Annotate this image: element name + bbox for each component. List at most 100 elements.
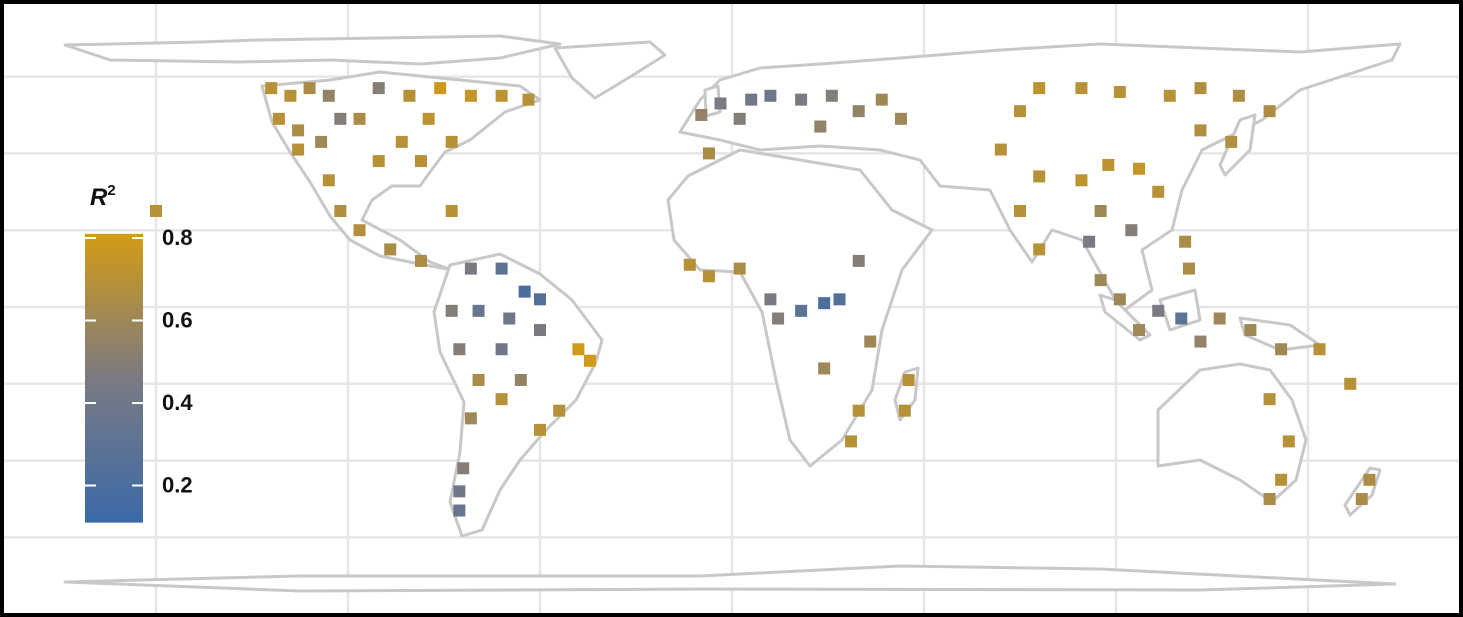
legend-title-superscript: 2 [107,182,115,199]
data-point [272,112,285,125]
data-point [534,423,546,436]
data-point [514,373,527,386]
data-point [1282,435,1295,448]
data-point [833,293,846,306]
data-point [994,143,1007,156]
data-point [894,112,907,125]
data-point [795,93,808,106]
data-point [292,143,305,156]
colorbar-tick-label: 0.8 [162,225,193,250]
data-point [503,312,516,325]
data-point [322,174,335,187]
data-point [1232,89,1245,102]
data-point [733,112,746,125]
data-point [395,135,408,148]
colorbar-tick-label: 0.6 [162,307,193,332]
data-point [372,155,385,168]
data-point [1163,89,1176,102]
data-point [852,254,865,267]
new-guinea [1238,316,1322,352]
data-point [1313,343,1326,356]
data-point [772,312,785,325]
data-point [702,147,715,160]
data-point [1094,205,1107,217]
data-point [422,112,435,125]
data-point [495,262,508,275]
data-point [303,82,316,95]
data-point [495,393,508,406]
data-point [372,82,385,95]
data-point [795,304,808,317]
data-point [353,112,366,125]
data-point [453,504,466,517]
data-point [745,93,758,106]
greenland [553,40,667,100]
legend-title: R2 [90,182,116,211]
data-point [553,404,566,417]
data-point [434,82,447,95]
data-point [1244,324,1257,337]
data-point [315,135,328,148]
data-point [1113,293,1126,306]
data-point [1344,377,1357,390]
data-point [1014,205,1026,217]
data-point [403,89,416,102]
data-point [534,293,546,306]
data-point [322,89,335,102]
data-point [1083,235,1096,248]
data-point [683,258,696,271]
data-point [445,304,458,317]
data-point [852,404,865,417]
legend: R2 0.2 0.4 0.6 0.8 [85,182,193,523]
data-point [1175,312,1188,325]
legend-title-main: R [90,184,108,211]
data-point [1182,262,1195,275]
antarctica [63,564,1397,593]
data-point [845,435,858,448]
data-point [814,120,827,133]
data-point [1133,324,1146,337]
data-point [1263,493,1276,505]
data-point [1263,105,1276,118]
data-point [818,362,831,375]
north-america [260,70,542,272]
data-point [334,205,347,217]
data-point [464,89,477,102]
data-point [445,205,458,217]
colorbar [85,233,143,523]
data-point [902,373,915,386]
data-point [464,262,477,275]
data-point [1363,473,1376,486]
data-point [353,224,366,237]
data-point [518,285,531,298]
data-point [414,155,427,168]
data-point [265,82,278,95]
colorbar-tick-label: 0.4 [162,390,193,415]
south-america [432,252,604,538]
data-point [764,293,777,306]
data-point [453,343,466,356]
data-point [1152,304,1165,317]
data-point [1075,82,1088,95]
data-point [522,93,535,106]
data-point [1275,473,1288,486]
data-point [457,462,470,475]
japan [1218,113,1257,177]
data-point [852,105,865,118]
data-point [1033,170,1046,183]
data-point [572,343,585,356]
data-point [1033,82,1046,95]
data-point [1194,82,1207,95]
data-point [825,89,838,102]
data-point [495,343,508,356]
data-point [695,109,708,121]
data-point [1033,243,1046,256]
data-point [1355,493,1368,505]
data-point [1152,185,1165,198]
data-point [1094,274,1107,287]
data-point [702,270,715,283]
data-point [472,373,485,386]
